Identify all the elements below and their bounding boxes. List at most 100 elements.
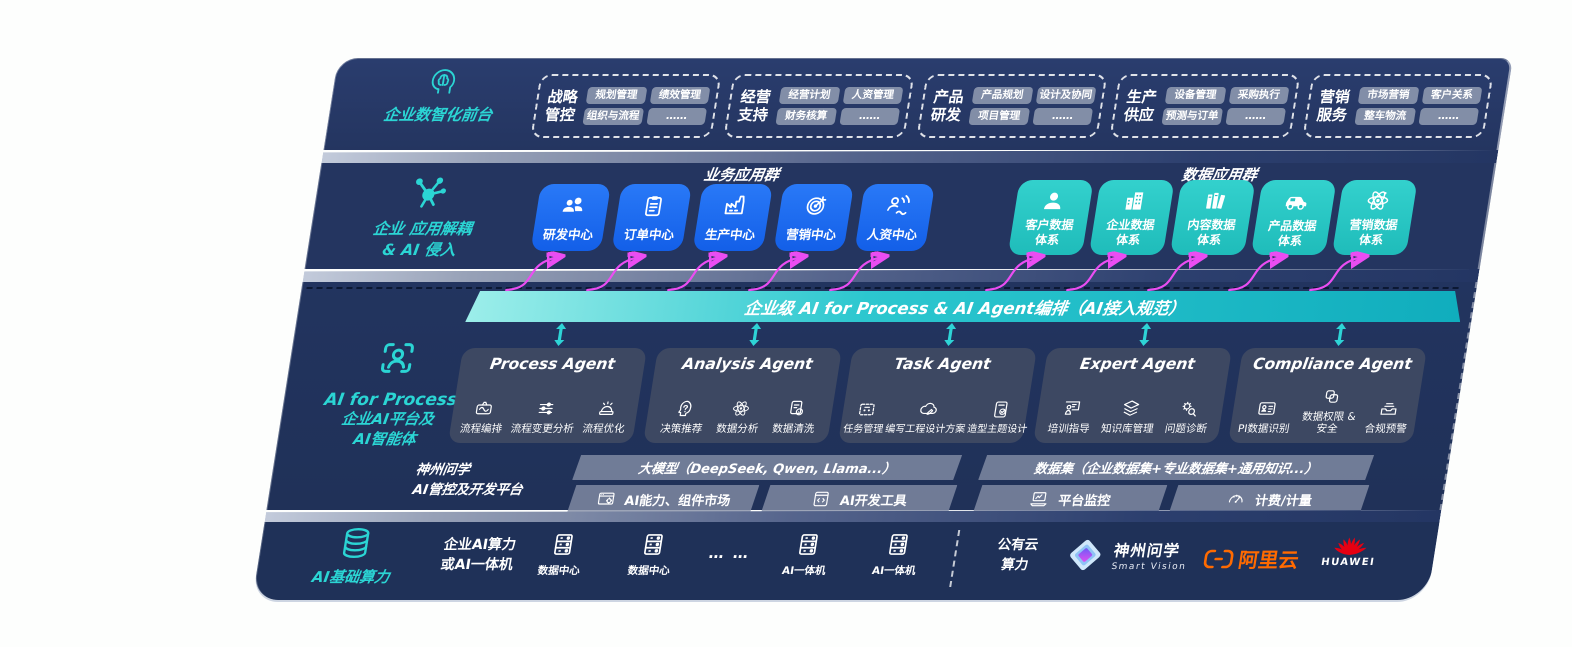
data-clean-icon — [789, 401, 803, 416]
connection-arrows — [505, 254, 1482, 292]
vendor-name: 阿里云 — [1236, 548, 1301, 572]
ai-layer-label-block: AI for Process 企业AI平台及 AI智能体 — [283, 338, 501, 449]
tool-ai-dev: AI开发工具 — [761, 485, 957, 513]
agent-capability: 造型主题设计 — [966, 399, 1032, 436]
center-hr: 人资中心 — [854, 184, 936, 251]
front-office-label-block: 企业数智化前台 — [346, 63, 536, 125]
agent-capability: 任务管理 — [842, 399, 888, 436]
capability-pill: 客户关系 — [1421, 87, 1483, 104]
agent-capability: 数据分析 — [715, 398, 763, 436]
vendor-subtitle: Smart Vision — [1110, 561, 1188, 572]
expert-agent-card: Expert Agent 培训指导 知识库管理 问题诊断 — [1033, 348, 1233, 443]
agent-capability: 知识库管理 — [1100, 398, 1158, 436]
process-agent-card: Process Agent 流程编排 流程变更分析 流程优化 — [448, 348, 648, 443]
group-product-rd: 产品 研发 产品规划 设计及协同 项目管理 …… — [916, 74, 1108, 138]
training-icon — [1064, 401, 1081, 416]
capability-pill: 整车物流 — [1354, 108, 1416, 125]
books-icon — [1206, 192, 1226, 209]
node-ai-appliance: AI一体机 — [771, 531, 842, 578]
platform-edge — [265, 510, 1442, 522]
capability-pill: 经营计划 — [778, 87, 840, 104]
capability-pill: 项目管理 — [968, 108, 1030, 125]
server-icon — [798, 534, 818, 555]
infrastructure-band: AI基础算力 企业AI算力 或AI一体机 数据中心 数据中心 … … AI一体机 … — [252, 522, 1440, 600]
system-content-data: 内容数据 体系 — [1169, 180, 1256, 255]
vendor-name: 神州问学 — [1112, 541, 1182, 560]
id-card-icon — [1258, 402, 1276, 416]
agent-capability: 合规预警 — [1363, 398, 1411, 436]
capability-pill: 设计及协同 — [1035, 87, 1097, 104]
agent-capability: 数据清洗 — [771, 398, 819, 436]
task-manage-icon — [858, 403, 875, 416]
capability-pill: …… — [1417, 108, 1480, 125]
capability-pill: 预测与订单 — [1161, 108, 1223, 125]
front-office-title: 企业数智化前台 — [382, 106, 494, 124]
agent-capability: 流程优化 — [581, 398, 629, 436]
agent-capability: 数据权限 & 安全 — [1295, 386, 1365, 436]
node-datacenter: 数据中心 — [616, 531, 687, 578]
capability-pill: 采购执行 — [1228, 87, 1290, 104]
server-icon — [643, 534, 663, 555]
perspective-stack: 企业数智化前台 战略 管控 规划管理 绩效管理 组织与流程 …… 经营 支持 经营计… — [252, 58, 1514, 600]
model-bar: 大模型（DeepSeek, Qwen, Llama...） — [572, 455, 962, 480]
target-icon — [806, 196, 826, 215]
group-name: 经营 支持 — [736, 88, 773, 124]
team-icon — [562, 197, 582, 212]
capability-pill: 设备管理 — [1164, 87, 1226, 104]
building-icon — [1125, 191, 1144, 210]
server-icon — [888, 534, 908, 555]
atom-icon — [1367, 191, 1388, 210]
capability-pill: …… — [1224, 108, 1287, 125]
dataset-bar: 数据集（企业数据集+专业数据集+通用知识...） — [978, 455, 1374, 480]
clipboard-icon — [645, 195, 663, 216]
server-icon — [553, 534, 573, 555]
capability-pill: 产品规划 — [971, 87, 1033, 104]
vendor-name: HUAWEI — [1320, 557, 1377, 568]
agent-capability: PI数据识别 — [1237, 398, 1294, 436]
tool-monitor: 平台监控 — [973, 485, 1167, 513]
front-office-band: 企业数智化前台 战略 管控 规划管理 绩效管理 组织与流程 …… 经营 支持 经营计… — [323, 58, 1514, 150]
compliance-agent-card: Compliance Agent PI数据识别 数据权限 & 安全 合规预警 — [1228, 348, 1428, 443]
person-scan-icon — [381, 343, 414, 373]
node-datacenter: 数据中心 — [526, 531, 597, 578]
huawei-fan-icon — [1334, 537, 1367, 555]
smart-vision-logo: 神州问学 Smart Vision — [1063, 536, 1191, 574]
capability-pill: …… — [1031, 108, 1094, 125]
orchestration-bar: 企业级 AI for Process & AI Agent编排（AI接入规范） — [465, 291, 1465, 322]
group-name: 产品 研发 — [929, 88, 966, 124]
decision-icon — [677, 401, 691, 417]
database-icon — [342, 527, 370, 559]
agent-capability: 问题诊断 — [1164, 398, 1212, 436]
flow-orchestration-icon — [475, 402, 493, 415]
task-agent-card: Task Agent 任务管理 编写工程设计方案 造型主题设计 — [838, 348, 1038, 443]
alert-inbox-icon — [1380, 403, 1397, 416]
capability-pill: 市场营销 — [1357, 87, 1419, 104]
system-product-data: 产品数据 体系 — [1250, 180, 1337, 255]
molecule-icon — [415, 177, 446, 208]
business-group-title: 业务应用群 — [702, 166, 781, 184]
agent-capability: 流程变更分析 — [510, 398, 579, 436]
section-divider — [949, 530, 961, 587]
hr-icon — [886, 195, 910, 216]
brain-icon — [431, 69, 456, 94]
double-arrow-icon — [1334, 323, 1347, 346]
system-marketing-data: 营销数据 体系 — [1331, 180, 1418, 255]
user-icon — [1044, 192, 1061, 209]
agent-capability: 决策推荐 — [659, 398, 707, 436]
capability-pill: 组织与流程 — [582, 108, 644, 125]
sv-diamond-logo — [1070, 539, 1101, 571]
optimize-icon — [598, 401, 614, 416]
analysis-agent-card: Analysis Agent 决策推荐 数据分析 数据清洗 — [643, 348, 843, 443]
tool-billing: 计费/计量 — [1169, 485, 1369, 513]
capability-pill: 人资管理 — [842, 87, 904, 104]
huawei-logo: HUAWEI — [1320, 529, 1380, 568]
center-production: 生产中心 — [692, 184, 774, 251]
double-arrow-icon — [1139, 323, 1152, 346]
system-customer-data: 客户数据 体系 — [1007, 180, 1094, 255]
platform-name: 神州问学 AI管控及开发平台 — [411, 462, 524, 499]
capability-pill: …… — [645, 108, 708, 125]
group-production-supply: 生产 供应 设备管理 采购执行 预测与订单 …… — [1109, 74, 1301, 138]
more-nodes-ellipsis: … … — [707, 544, 752, 562]
diagnose-icon — [1182, 402, 1196, 417]
